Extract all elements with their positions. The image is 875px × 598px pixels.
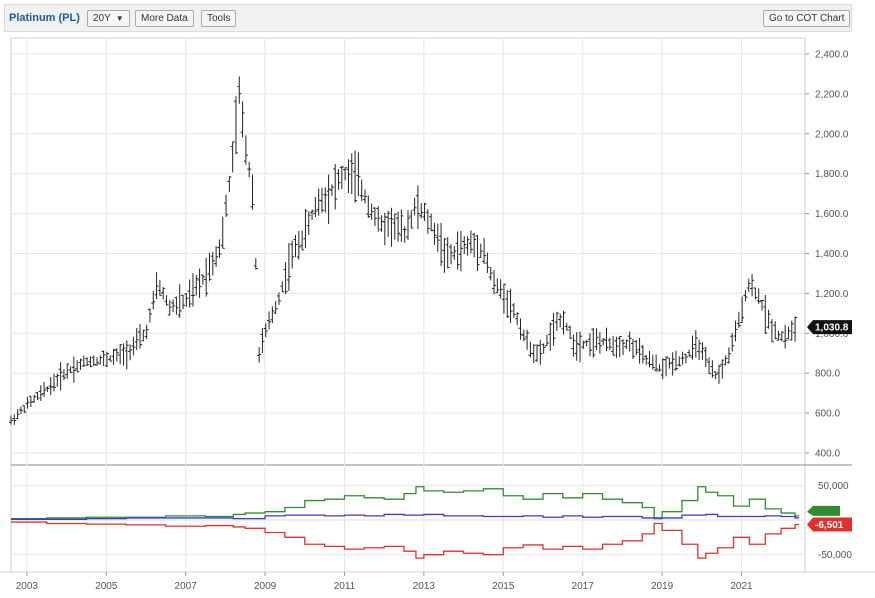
cot-y-tick-label: 50,000 [818, 481, 849, 492]
x-tick-label: 2003 [16, 581, 39, 592]
cot-series-large-specs [11, 486, 800, 520]
commercials-value-tag [807, 517, 852, 532]
y-tick-label: 2,000.0 [815, 129, 849, 140]
x-tick-label: 2007 [175, 581, 198, 592]
x-tick-label: 2011 [334, 581, 356, 592]
y-tick-label: 800.0 [815, 369, 840, 380]
more-data-button[interactable]: More Data [135, 10, 194, 27]
range-select-value: 20Y [93, 13, 111, 24]
y-tick-label: 2,400.0 [815, 49, 849, 60]
cot-chart-button[interactable]: Go to COT Chart [763, 10, 851, 27]
x-tick-label: 2017 [572, 581, 595, 592]
cot-y-tick-label: -50,000 [818, 550, 852, 561]
y-tick-label: 1,600.0 [815, 209, 849, 220]
chevron-down-icon: ▼ [115, 14, 124, 23]
y-tick-label: 1,800.0 [815, 169, 849, 180]
plot-frame [10, 37, 806, 573]
chart-toolbar: Platinum (PL) 20Y ▼ More Data Tools Go to… [4, 4, 852, 32]
last-price-label: 1,030.8 [815, 323, 849, 334]
y-tick-label: 600.0 [815, 409, 840, 420]
y-tick-label: 400.0 [815, 449, 840, 460]
y-tick-label: 2,200.0 [815, 89, 849, 100]
symbol-title: Platinum (PL) [9, 12, 80, 24]
y-tick-label: 1,400.0 [815, 249, 849, 260]
range-select[interactable]: 20Y ▼ [87, 10, 130, 27]
x-tick-label: 2021 [730, 581, 753, 592]
large-specs-value-tag [807, 505, 840, 516]
tools-button[interactable]: Tools [201, 10, 237, 27]
y-tick-label: 1,200.0 [815, 289, 849, 300]
x-tick-label: 2019 [651, 581, 674, 592]
last-price-tag [807, 320, 852, 335]
y-tick-label: 1,000.0 [815, 329, 849, 340]
cot-series-small-specs [11, 513, 800, 520]
x-tick-label: 2009 [254, 581, 277, 592]
commercials-value-label: -6,501 [815, 520, 844, 531]
cot-series-commercials [11, 521, 800, 559]
x-tick-label: 2015 [492, 581, 515, 592]
x-tick-label: 2005 [95, 581, 118, 592]
x-tick-label: 2013 [413, 581, 436, 592]
price-bars [9, 76, 798, 425]
